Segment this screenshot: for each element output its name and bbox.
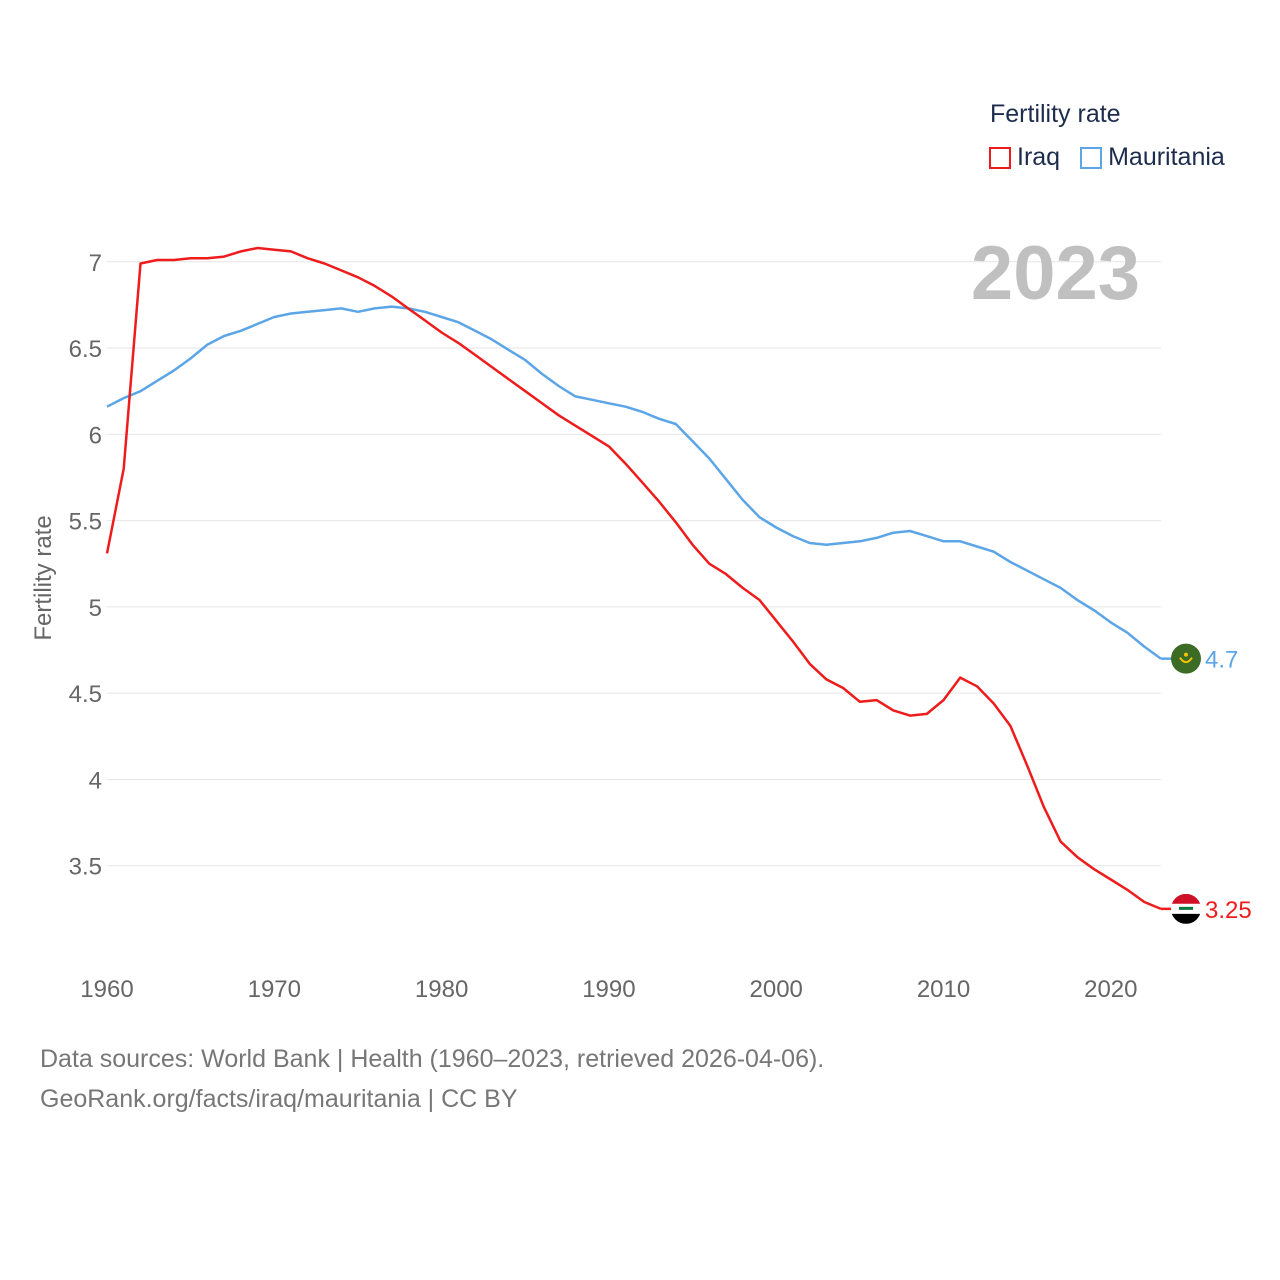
- x-axis-ticks: 1960 1970 1980 1990 2000 2010 2020: [80, 976, 1137, 1003]
- end-markers: 4.7 3.25: [1161, 643, 1252, 924]
- x-tick-label: 1990: [582, 976, 635, 1003]
- flag-green-script: [1179, 906, 1193, 910]
- legend-label-iraq: Iraq: [1017, 143, 1061, 171]
- y-tick-label: 4.5: [69, 681, 102, 708]
- x-tick-label: 2000: [750, 976, 803, 1003]
- end-value-label-mauritania: 4.7: [1205, 647, 1238, 674]
- y-tick-label: 3.5: [69, 854, 102, 881]
- y-axis-ticks: 3.5 4 4.5 5 5.5 6 6.5 7: [69, 250, 102, 881]
- flag-stripes: [1171, 893, 1201, 924]
- legend-item-mauritania[interactable]: Mauritania: [1080, 143, 1225, 172]
- y-tick-label: 6.5: [69, 336, 102, 363]
- series-line-mauritania: [106, 305, 1162, 660]
- y-axis-label: Fertility rate: [30, 515, 57, 640]
- legend-label-mauritania: Mauritania: [1108, 143, 1225, 171]
- mauritania-flag-icon: [1171, 643, 1201, 674]
- series-line-iraq: [105, 246, 1162, 911]
- end-value-label-iraq: 3.25: [1205, 897, 1252, 924]
- y-tick-label: 7: [89, 250, 102, 277]
- legend-swatch-mauritania: [1080, 146, 1103, 169]
- flag-black-stripe: [1171, 913, 1201, 924]
- legend-swatch-iraq: [989, 146, 1011, 169]
- flag-green-field: [1171, 643, 1201, 674]
- legend-title: Fertility rate: [990, 100, 1121, 128]
- y-tick-label: 5: [89, 595, 102, 622]
- year-label: 2023: [971, 231, 1140, 316]
- y-tick-label: 5.5: [69, 509, 102, 536]
- y-tick-label: 4: [89, 767, 102, 794]
- x-tick-label: 2020: [1084, 976, 1137, 1003]
- legend: Iraq Mauritania: [989, 143, 1245, 172]
- x-tick-label: 2010: [917, 976, 970, 1003]
- footer-sources: Data sources: World Bank | Health (1960–…: [40, 1045, 825, 1073]
- flag-red-stripe: [1171, 893, 1201, 904]
- y-tick-label: 6: [89, 422, 102, 449]
- flag-star: [1184, 652, 1188, 657]
- gridlines: [107, 261, 1161, 867]
- iraq-flag-icon: [1171, 893, 1201, 924]
- flag-crescent: [1179, 657, 1193, 664]
- legend-item-iraq[interactable]: Iraq: [989, 143, 1060, 172]
- footer-attribution[interactable]: GeoRank.org/facts/iraq/mauritania | CC B…: [40, 1085, 518, 1113]
- x-tick-label: 1960: [80, 976, 133, 1003]
- series-lines: [105, 246, 1162, 911]
- x-tick-label: 1970: [248, 976, 301, 1003]
- x-tick-label: 1980: [415, 976, 468, 1003]
